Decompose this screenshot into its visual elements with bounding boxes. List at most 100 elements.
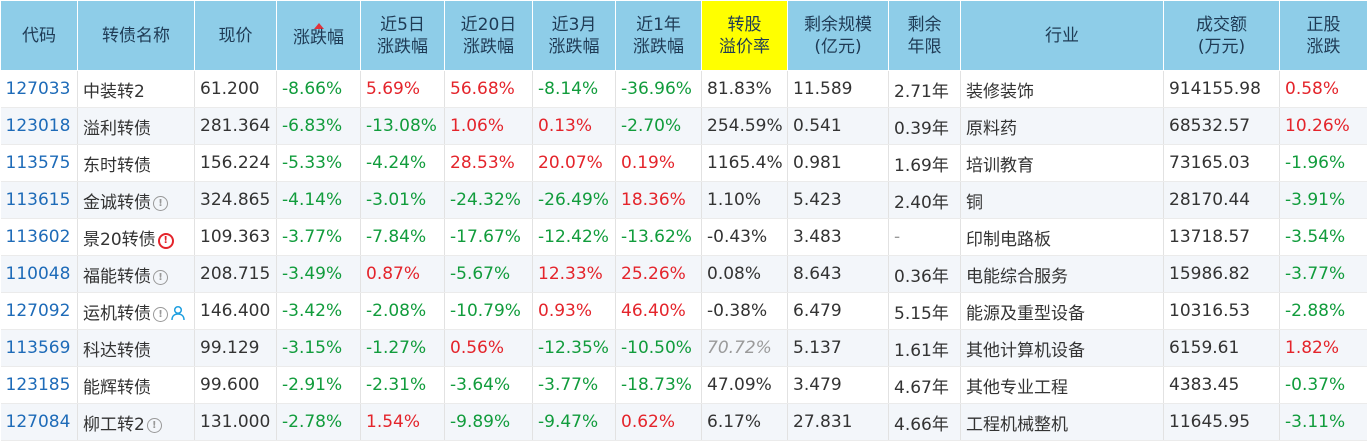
stock-change-cell: -3.77% (1279, 255, 1367, 293)
header-label: 代码 (22, 25, 56, 46)
header-label: (万元) (1197, 36, 1246, 57)
bond-name[interactable]: 中装转2 (83, 81, 145, 102)
col-code-header[interactable]: 代码 (0, 0, 78, 71)
col-stock-change-header[interactable]: 正股 涨跌 (1279, 0, 1367, 71)
bond-code-link[interactable]: 113615 (0, 181, 78, 219)
info-icon[interactable]: ! (153, 269, 168, 285)
bond-name[interactable]: 福能转债 (83, 266, 151, 287)
bond-code-link[interactable]: 127084 (0, 403, 78, 441)
change-5d-cell: -2.08% (360, 292, 445, 330)
scale-cell: 0.541 (787, 107, 889, 145)
bond-name-cell[interactable]: 景20转债! (77, 218, 195, 256)
premium-cell: 0.08% (701, 255, 788, 293)
premium-cell: 1.10% (701, 181, 788, 219)
years-cell: 0.39年 (888, 107, 961, 145)
bond-name-cell[interactable]: 科达转债 (77, 329, 195, 367)
scale-cell: 5.137 (787, 329, 889, 367)
bond-name[interactable]: 科达转债 (83, 340, 151, 361)
table-row[interactable]: 113575 东时转债 156.224 -5.33% -4.24% 28.53% 20.07… (0, 144, 1367, 182)
change-1y-cell: -13.62% (615, 218, 702, 256)
col-scale-header[interactable]: 剩余规模 (亿元) (787, 0, 889, 71)
bond-code-link[interactable]: 127092 (0, 292, 78, 330)
table-row[interactable]: 127084 柳工转2! 131.000 -2.78% 1.54% -9.89% -9.47… (0, 403, 1367, 441)
industry-cell: 电能综合服务 (960, 255, 1164, 293)
change-cell: -2.78% (276, 403, 361, 441)
info-icon[interactable]: ! (146, 417, 162, 433)
industry-cell: 印制电路板 (960, 218, 1164, 256)
years-cell: 1.69年 (888, 144, 961, 182)
table-row[interactable]: 113615 金诚转债! 324.865 -4.14% -3.01% -24.32% -26… (0, 181, 1367, 219)
change-5d-cell: -7.84% (360, 218, 445, 256)
bond-code-link[interactable]: 113569 (0, 329, 78, 367)
change-3m-cell: 20.07% (532, 144, 616, 182)
bond-name[interactable]: 能辉转债 (83, 377, 151, 398)
bond-name-cell[interactable]: 中装转2 (77, 70, 195, 108)
price-cell: 109.363 (194, 218, 277, 256)
col-industry-header[interactable]: 行业 (960, 0, 1164, 71)
col-premium-header[interactable]: 转股 溢价率 (701, 0, 788, 71)
industry-cell: 其他专业工程 (960, 366, 1164, 404)
bond-code-link[interactable]: 123018 (0, 107, 78, 145)
change-20d-cell: 56.68% (444, 70, 533, 108)
bond-name-cell[interactable]: 东时转债 (77, 144, 195, 182)
bond-code-link[interactable]: 123185 (0, 366, 78, 404)
bond-name[interactable]: 景20转债 (83, 229, 156, 250)
person-icon[interactable] (170, 305, 186, 321)
table-row[interactable]: 127092 运机转债! 146.400 -3.42% -2.08% -10.79% 0.9… (0, 292, 1367, 330)
bond-name[interactable]: 金诚转债 (83, 192, 151, 213)
header-label: 剩余规模 (804, 14, 872, 35)
col-change-5d-header[interactable]: 近5日 涨跌幅 (360, 0, 445, 71)
change-5d-cell: -3.01% (360, 181, 445, 219)
col-name-header[interactable]: 转债名称 (77, 0, 195, 71)
industry-cell: 铜 (960, 181, 1164, 219)
stock-change-cell: -2.88% (1279, 292, 1367, 330)
industry-cell: 原料药 (960, 107, 1164, 145)
bond-name-cell[interactable]: 能辉转债 (77, 366, 195, 404)
years-cell: 5.15年 (888, 292, 961, 330)
change-3m-cell: -26.49% (532, 181, 616, 219)
premium-cell: 1165.4% (701, 144, 788, 182)
table-row[interactable]: 110048 福能转债! 208.715 -3.49% 0.87% -5.67% 12.33… (0, 255, 1367, 293)
bond-name[interactable]: 柳工转2 (83, 414, 145, 435)
bond-name-cell[interactable]: 运机转债! (77, 292, 195, 330)
warning-icon[interactable]: ! (157, 232, 174, 249)
table-row[interactable]: 127033 中装转2 61.200 -8.66% 5.69% 56.68% -8.14% -… (0, 70, 1367, 108)
bond-code-link[interactable]: 113575 (0, 144, 78, 182)
table-row[interactable]: 113602 景20转债! 109.363 -3.77% -7.84% -17.67% -1… (0, 218, 1367, 256)
bond-code-link[interactable]: 110048 (0, 255, 78, 293)
bond-name-cell[interactable]: 福能转债! (77, 255, 195, 293)
table-row[interactable]: 123018 溢利转债 281.364 -6.83% -13.08% 1.06% 0.13%… (0, 107, 1367, 145)
stock-change-cell: -0.37% (1279, 366, 1367, 404)
col-price-header[interactable]: 现价 (194, 0, 277, 71)
col-amount-header[interactable]: 成交额 (万元) (1163, 0, 1280, 71)
info-icon[interactable]: ! (153, 306, 168, 322)
col-change-1y-header[interactable]: 近1年 涨跌幅 (615, 0, 702, 71)
bond-code-link[interactable]: 127033 (0, 70, 78, 108)
change-20d-cell: -10.79% (444, 292, 533, 330)
table-row[interactable]: 113569 科达转债 99.129 -3.15% -1.27% 0.56% -12.35%… (0, 329, 1367, 367)
scale-cell: 3.479 (787, 366, 889, 404)
change-5d-cell: 5.69% (360, 70, 445, 108)
col-change-3m-header[interactable]: 近3月 涨跌幅 (532, 0, 616, 71)
bond-name[interactable]: 溢利转债 (83, 118, 151, 139)
bond-name[interactable]: 运机转债 (83, 303, 151, 324)
bond-name-cell[interactable]: 溢利转债 (77, 107, 195, 145)
bond-name-cell[interactable]: 金诚转债! (77, 181, 195, 219)
bond-name[interactable]: 东时转债 (83, 155, 151, 176)
col-years-header[interactable]: 剩余 年限 (888, 0, 961, 71)
change-cell: -6.83% (276, 107, 361, 145)
premium-cell: -0.43% (701, 218, 788, 256)
header-label: 行业 (1045, 25, 1079, 46)
col-change-20d-header[interactable]: 近20日 涨跌幅 (444, 0, 533, 71)
sort-desc-icon (313, 22, 324, 29)
amount-cell: 4383.45 (1163, 366, 1280, 404)
change-20d-cell: 1.06% (444, 107, 533, 145)
col-change-header[interactable]: 涨跌幅 (276, 0, 361, 71)
bond-code-link[interactable]: 113602 (0, 218, 78, 256)
header-label: 近20日 (460, 14, 517, 35)
info-icon[interactable]: ! (153, 195, 168, 211)
change-5d-cell: 1.54% (360, 403, 445, 441)
table-row[interactable]: 123185 能辉转债 99.600 -2.91% -2.31% -3.64% -3.77%… (0, 366, 1367, 404)
bond-name-cell[interactable]: 柳工转2! (77, 403, 195, 441)
